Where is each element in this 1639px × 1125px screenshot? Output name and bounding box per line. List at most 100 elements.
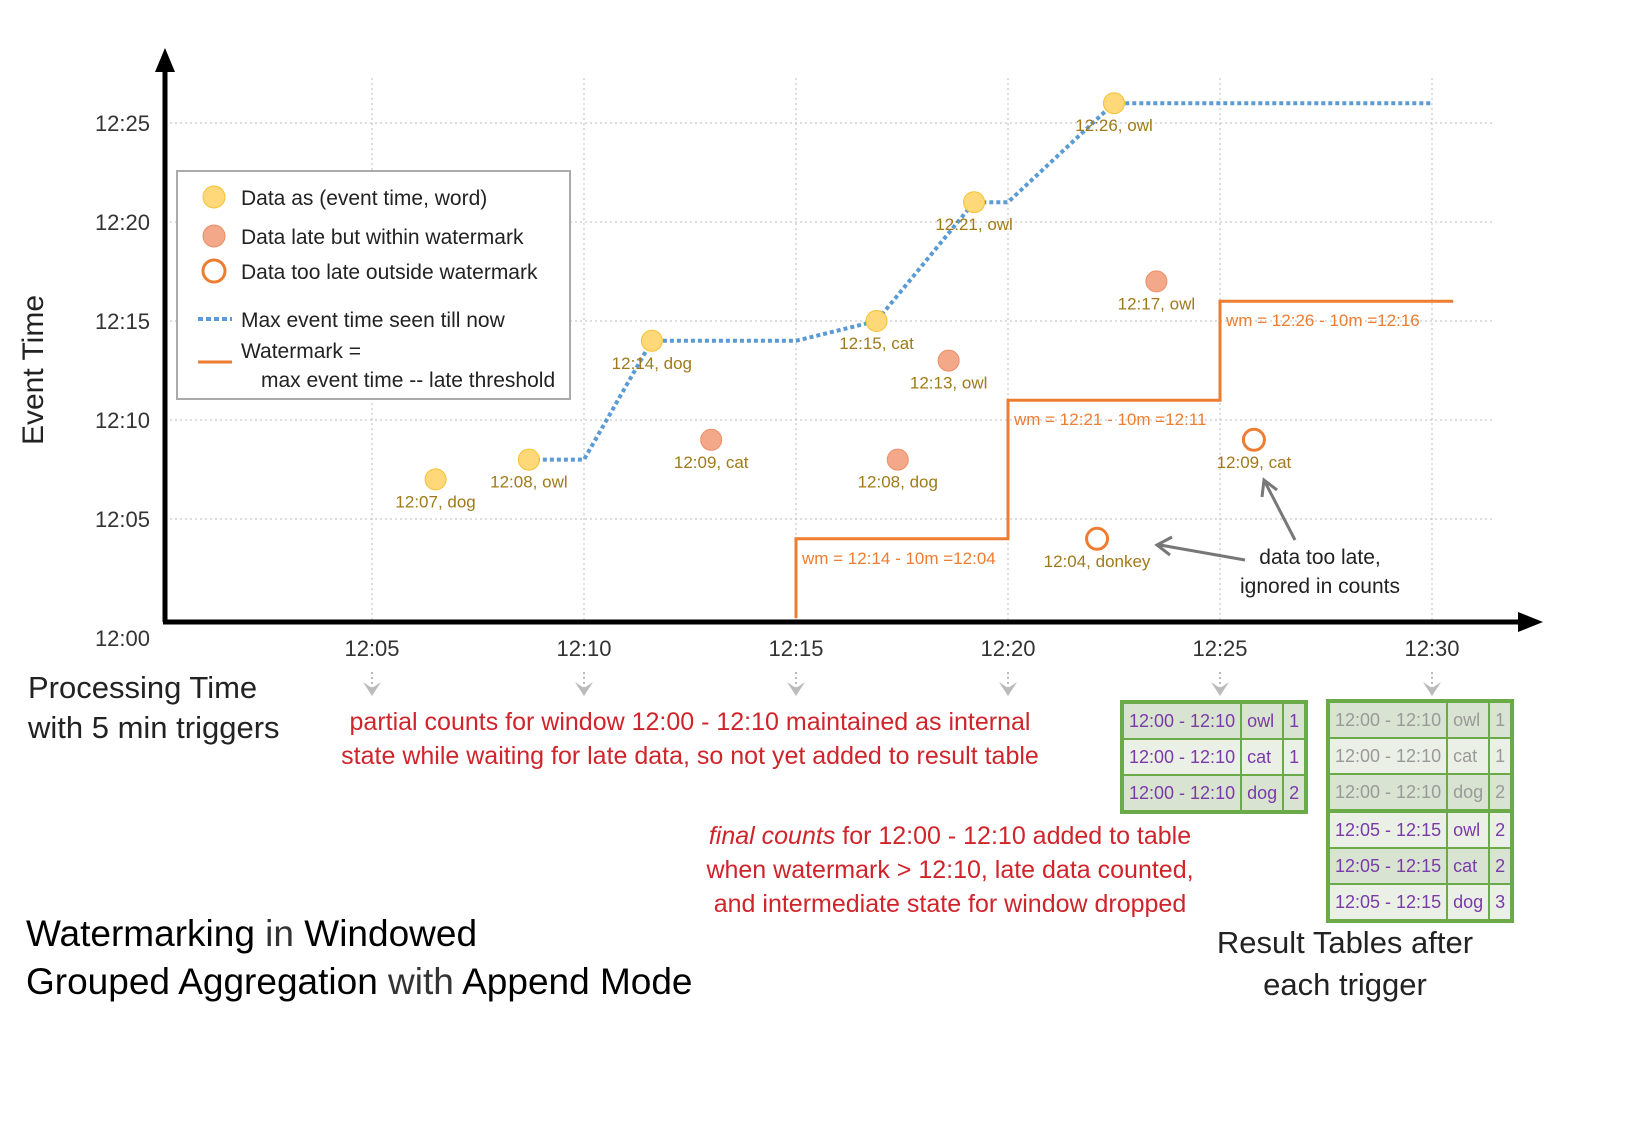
trigger-arrow-icon (1423, 682, 1441, 696)
x-tick-label: 12:15 (768, 636, 823, 661)
cell: 3 (1488, 883, 1514, 922)
legend-max-line: Max event time seen till now (241, 309, 506, 332)
data-point-label: 12:07, dog (395, 492, 475, 511)
data-point-label: 12:09, cat (1217, 453, 1292, 472)
cell: 12:00 - 12:10 (1326, 737, 1449, 775)
data-point-on-time (517, 448, 540, 471)
table-row: 12:00 - 12:10 dog 2 (1120, 774, 1308, 813)
x-tick-label: 12:05 (344, 636, 399, 661)
title-word: Append Mode (462, 961, 693, 1002)
cell: 12:05 - 12:15 (1326, 809, 1449, 849)
cell: owl (1240, 701, 1285, 740)
trigger-arrow-icon (1211, 682, 1229, 696)
trigger-arrow-icon (575, 682, 593, 696)
result-table-1225: 12:00 - 12:10 owl 1 12:00 - 12:10 cat 1 12:0… (1120, 700, 1309, 814)
legend-on-time: Data as (event time, word) (241, 187, 487, 210)
watermark-label: wm = 12:14 - 10m =12:04 (801, 549, 996, 568)
data-point-label: 12:26, owl (1075, 116, 1153, 135)
data-point-too-late (1085, 526, 1110, 551)
cell: owl (1446, 809, 1491, 849)
cell: 12:00 - 12:10 (1120, 701, 1243, 740)
title-word: Windowed (304, 913, 478, 954)
table-row: 12:05 - 12:15 dog 3 (1326, 883, 1514, 922)
cell: 12:00 - 12:10 (1120, 774, 1243, 813)
cell: 12:05 - 12:15 (1326, 883, 1449, 922)
watermark-label: wm = 12:21 - 10m =12:11 (1013, 410, 1206, 429)
partial-counts-note: partial counts for window 12:00 - 12:10 … (310, 705, 1070, 773)
cell: 1 (1488, 700, 1514, 739)
table-row: 12:00 - 12:10 owl 1 (1326, 700, 1514, 739)
cell: cat (1240, 738, 1285, 776)
x-tick-label: 12:30 (1404, 636, 1459, 661)
x-axis-label-line2: with 5 min triggers (28, 710, 280, 745)
y-tick-label: 12:15 (95, 309, 150, 334)
trigger-arrow-icon (363, 682, 381, 696)
cell: cat (1446, 847, 1491, 885)
data-point-too-late (1241, 427, 1266, 452)
legend-watermark: Watermark = (241, 340, 361, 363)
caption-line2: each trigger (1263, 967, 1427, 1002)
data-point-label: 12:04, donkey (1044, 552, 1151, 571)
cell: 12:05 - 12:15 (1326, 847, 1449, 885)
y-tick-label: 12:05 (95, 507, 150, 532)
cell: 2 (1488, 847, 1514, 885)
cell: 1 (1488, 737, 1514, 775)
table-row: 12:05 - 12:15 owl 2 (1326, 809, 1514, 849)
data-point-late (886, 448, 909, 471)
cell: 2 (1488, 773, 1514, 812)
cell: dog (1446, 883, 1491, 922)
final-line3: and intermediate state for window droppe… (713, 890, 1187, 918)
too-late-arrows (1154, 477, 1297, 562)
title-word: Watermarking (26, 913, 255, 954)
legend-too-late: Data too late outside watermark (241, 261, 538, 284)
title-word: Grouped Aggregation (26, 961, 378, 1002)
legend: Data as (event time, word) Data late but… (176, 170, 571, 400)
final-line2: when watermark > 12:10, late data counte… (706, 856, 1194, 884)
title-joiner: in (254, 913, 305, 954)
cell: 2 (1282, 774, 1308, 813)
x-tick-label: 12:10 (556, 636, 611, 661)
title-joiner: with (377, 961, 463, 1002)
caption-line1: Result Tables after (1216, 925, 1474, 960)
trigger-arrow-icon (999, 682, 1017, 696)
data-point-label: 12:15, cat (839, 334, 914, 353)
cell: 12:00 - 12:10 (1326, 773, 1449, 812)
data-point-on-time (640, 329, 663, 352)
partial-line1: partial counts for window 12:00 - 12:10 … (349, 708, 1031, 736)
final-line1: for 12:00 - 12:10 added to table (835, 822, 1192, 850)
watermark-line (794, 299, 1454, 618)
cell: dog (1240, 774, 1285, 813)
too-late-note-2: ignored in counts (1240, 575, 1400, 598)
y-tick-label: 12:00 (95, 626, 150, 651)
cell: 1 (1282, 701, 1308, 740)
table-row: 12:00 - 12:10 cat 1 (1120, 738, 1308, 776)
final-counts-note: final counts for 12:00 - 12:10 added to … (680, 819, 1220, 921)
cell: cat (1446, 737, 1491, 775)
cell: 1 (1282, 738, 1308, 776)
data-point-label: 12:21, owl (935, 215, 1013, 234)
x-tick-label: 12:25 (1192, 636, 1247, 661)
legend-late: Data late but within watermark (241, 226, 524, 249)
result-tables-caption: Result Tables after each trigger (1190, 922, 1500, 1006)
y-axis-label: Event Time (17, 295, 50, 445)
table-row: 12:00 - 12:10 dog 2 (1326, 773, 1514, 812)
cell: owl (1446, 700, 1491, 739)
too-late-note: data too late, (1259, 546, 1380, 569)
cell: 2 (1488, 809, 1514, 849)
cell: 12:00 - 12:10 (1326, 700, 1449, 739)
table-row: 12:00 - 12:10 owl 1 (1120, 701, 1308, 740)
x-tick-label: 12:20 (980, 636, 1035, 661)
data-point-on-time (963, 191, 986, 214)
data-point-label: 12:08, dog (858, 473, 938, 492)
x-axis-arrow (1518, 612, 1543, 632)
cell: dog (1446, 773, 1491, 812)
data-point-label: 12:14, dog (612, 354, 692, 373)
data-point-late (700, 428, 723, 451)
cell: 12:00 - 12:10 (1120, 738, 1243, 776)
data-point-late (1145, 270, 1168, 293)
watermark-label: wm = 12:26 - 10m =12:16 (1225, 311, 1420, 330)
y-axis-arrow (155, 48, 175, 72)
data-point-label: 12:17, owl (1118, 294, 1196, 313)
final-counts-emphasis: final counts (708, 822, 836, 850)
